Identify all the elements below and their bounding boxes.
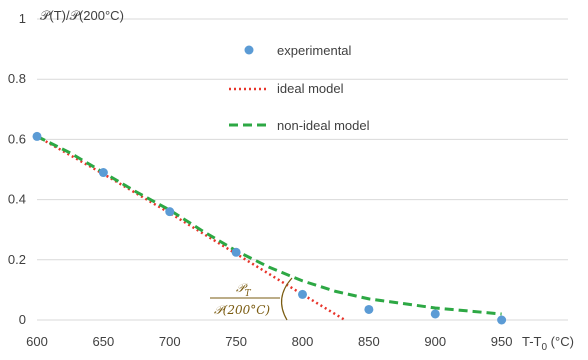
grid-lines — [37, 18, 568, 321]
series-group — [32, 131, 507, 325]
annotation-denominator: 𝒫(200°C) — [214, 303, 270, 317]
y-tick-label-0: 0 — [19, 312, 26, 327]
y-tick-label-2: 0.4 — [8, 192, 26, 207]
x-tick-label-7: 950 — [491, 334, 513, 349]
x-tick-label-6: 900 — [424, 334, 446, 349]
y-axis-label: 𝒫(T)/𝒫(200°C) — [40, 8, 124, 23]
annotation-angle-arc — [281, 277, 293, 321]
y-tick-label-4: 0.8 — [8, 71, 26, 86]
data-point-0 — [32, 131, 42, 141]
legend-marker-experimental — [244, 45, 254, 55]
x-tick-label-0: 600 — [26, 334, 48, 349]
x-tick-label-2: 700 — [159, 334, 181, 349]
x-axis-label-main: T-T — [522, 334, 542, 349]
annotation-numerator-sub: T — [245, 289, 252, 299]
x-tick-labels: 600 650 700 750 800 850 900 950 — [26, 334, 512, 349]
data-point-2 — [165, 207, 175, 217]
x-tick-label-4: 800 — [292, 334, 314, 349]
y-tick-labels: 0 0.2 0.4 0.6 0.8 1 — [8, 11, 26, 327]
data-point-3 — [231, 247, 241, 257]
y-tick-label-5: 1 — [19, 11, 26, 26]
data-point-7 — [497, 315, 507, 325]
x-axis-label: T-T0 (°C) — [522, 334, 574, 353]
y-tick-label-3: 0.6 — [8, 131, 26, 146]
data-point-6 — [430, 309, 440, 319]
x-tick-label-5: 850 — [358, 334, 380, 349]
legend-label-ideal: ideal model — [277, 81, 344, 96]
x-tick-label-3: 750 — [225, 334, 247, 349]
annotation-numerator: 𝒫T — [236, 281, 252, 299]
annotation-ratio: 𝒫T 𝒫(200°C) — [210, 277, 293, 321]
data-point-1 — [98, 168, 108, 178]
x-axis-label-sub: 0 — [542, 342, 548, 353]
y-tick-label-1: 0.2 — [8, 252, 26, 267]
legend-label-non-ideal: non-ideal model — [277, 118, 370, 133]
x-axis-label-unit: (°C) — [547, 334, 574, 349]
data-point-5 — [364, 304, 374, 314]
data-point-4 — [298, 289, 307, 299]
legend-label-experimental: experimental — [277, 43, 352, 58]
series-line-2 — [36, 135, 502, 316]
legend: experimental ideal model non-ideal model — [229, 43, 370, 133]
x-tick-label-1: 650 — [93, 334, 115, 349]
